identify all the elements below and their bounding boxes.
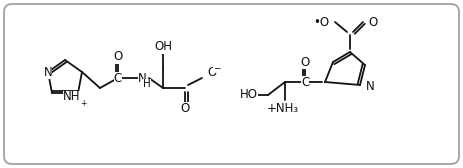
Text: O: O [113,51,123,64]
Text: +: + [80,98,87,108]
Text: O: O [368,15,377,29]
Text: N: N [138,73,146,86]
Text: C: C [114,72,122,85]
FancyBboxPatch shape [4,4,459,164]
Text: OH: OH [154,40,172,53]
Text: O: O [181,101,190,115]
Text: N: N [44,66,52,78]
Text: −: − [213,64,220,73]
Text: H: H [143,79,151,89]
Text: NH: NH [63,91,81,103]
Text: HO: HO [240,89,258,101]
Text: •O: •O [313,15,329,29]
Text: C: C [301,75,309,89]
Text: O: O [207,67,216,79]
Text: N: N [366,80,375,94]
Text: +NH₃: +NH₃ [267,102,299,116]
Text: ⁻NH₃: ⁻NH₃ [271,102,299,116]
Text: O: O [300,55,310,69]
